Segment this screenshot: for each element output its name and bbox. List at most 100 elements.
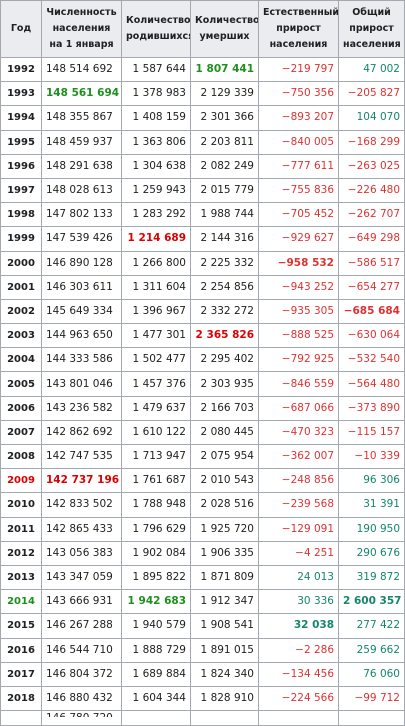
- cell-total: −262 707: [338, 202, 405, 228]
- cell-total: 319 872: [338, 564, 405, 591]
- cell-year: 2016: [0, 637, 42, 663]
- cell-natural: −687 066: [258, 395, 339, 421]
- cell-deaths: [190, 710, 259, 726]
- cell-births: 1 283 292: [121, 202, 191, 228]
- cell-population: 147 539 426: [41, 226, 122, 252]
- cell-births: 1 311 604: [121, 274, 191, 300]
- cell-births: 1 214 689: [121, 226, 191, 252]
- table-row: 2007 142 862 692 1 610 122 2 080 445 −470 32…: [0, 419, 405, 446]
- cell-population: 142 737 196: [41, 468, 122, 494]
- table-row: 2010 142 833 502 1 788 948 2 028 516 −239 56…: [0, 492, 405, 518]
- cell-births: 1 363 806: [121, 129, 191, 155]
- cell-births: 1 788 948: [121, 492, 191, 518]
- cell-year: [0, 710, 42, 726]
- table-row: 1998 147 802 133 1 283 292 1 988 744 −705 45…: [0, 202, 405, 228]
- cell-year: 2012: [0, 540, 42, 566]
- cell-natural: −134 456: [258, 661, 339, 687]
- table-row: 2017 146 804 372 1 689 884 1 824 340 −134 45…: [0, 661, 405, 687]
- cell-natural: 30 336: [258, 589, 339, 615]
- cell-total: −373 890: [338, 395, 405, 421]
- cell-year: 1996: [0, 153, 42, 179]
- table-row: 2001 146 303 611 1 311 604 2 254 856 −943 25…: [0, 274, 405, 300]
- cell-year: 2011: [0, 516, 42, 542]
- cell-natural: −777 611: [258, 153, 339, 179]
- cell-total: 290 676: [338, 540, 405, 566]
- cell-births: 1 895 822: [121, 564, 191, 591]
- cell-births: 1 259 943: [121, 177, 191, 204]
- header-row: Год Численность населения на 1 января Ко…: [0, 0, 405, 58]
- col-header-natural-growth[interactable]: Естественный прирост населения: [258, 0, 339, 58]
- cell-births: 1 610 122: [121, 419, 191, 446]
- cell-natural: −750 356: [258, 81, 339, 107]
- table-row: 2018 146 880 432 1 604 344 1 828 910 −224 56…: [0, 685, 405, 712]
- col-header-deaths[interactable]: Количество умерших: [190, 0, 259, 58]
- cell-year: 2003: [0, 323, 42, 349]
- table-body: 1992 148 514 692 1 587 644 1 807 441 −219 79…: [0, 56, 405, 726]
- cell-natural: −840 005: [258, 129, 339, 155]
- cell-year: 1994: [0, 105, 42, 131]
- cell-population: 146 804 372: [41, 661, 122, 687]
- cell-natural: −219 797: [258, 56, 339, 83]
- cell-population: 143 666 931: [41, 589, 122, 615]
- cell-year: 1997: [0, 177, 42, 204]
- cell-total: 96 306: [338, 468, 405, 494]
- cell-deaths: 1 908 541: [190, 613, 259, 639]
- cell-year: 2008: [0, 443, 42, 470]
- cell-deaths: 1 912 347: [190, 589, 259, 615]
- col-header-total-growth[interactable]: Общий прирост населения: [338, 0, 405, 58]
- table-row: 2011 142 865 433 1 796 629 1 925 720 −129 09…: [0, 516, 405, 542]
- cell-total: [338, 710, 405, 726]
- cell-year: 1995: [0, 129, 42, 155]
- cell-year: 2001: [0, 274, 42, 300]
- cell-natural: −248 856: [258, 468, 339, 494]
- cell-population: 143 801 046: [41, 371, 122, 397]
- cell-natural: −888 525: [258, 323, 339, 349]
- table-row: 2016 146 544 710 1 888 729 1 891 015 −2 286 2…: [0, 637, 405, 663]
- table-row: 2009 142 737 196 1 761 687 2 010 543 −248 85…: [0, 468, 405, 494]
- cell-year: 2000: [0, 250, 42, 276]
- table-row: 2014 143 666 931 1 942 683 1 912 347 30 336 2…: [0, 589, 405, 615]
- cell-total: 31 391: [338, 492, 405, 518]
- cell-total: −649 298: [338, 226, 405, 252]
- cell-natural: −129 091: [258, 516, 339, 542]
- cell-population: 144 963 650: [41, 323, 122, 349]
- cell-births: 1 304 638: [121, 153, 191, 179]
- cell-year: 2014: [0, 589, 42, 615]
- cell-deaths: 2 225 332: [190, 250, 259, 276]
- cell-natural: −224 566: [258, 685, 339, 712]
- cell-deaths: 2 010 543: [190, 468, 259, 494]
- cell-natural: −4 251: [258, 540, 339, 566]
- cell-year: 2009: [0, 468, 42, 494]
- table-row: 2015 146 267 288 1 940 579 1 908 541 32 038 2…: [0, 613, 405, 639]
- cell-total: −226 480: [338, 177, 405, 204]
- col-header-births[interactable]: Количество родившихся: [121, 0, 191, 58]
- cell-population: 146 544 710: [41, 637, 122, 663]
- cell-births: 1 713 947: [121, 443, 191, 470]
- cell-deaths: 2 295 402: [190, 347, 259, 373]
- cell-deaths: 1 988 744: [190, 202, 259, 228]
- cell-year: 1993: [0, 81, 42, 107]
- cell-population: 146 890 128: [41, 250, 122, 276]
- col-header-population[interactable]: Численность населения на 1 января: [41, 0, 122, 58]
- cell-year: 2004: [0, 347, 42, 373]
- cell-population: 143 347 059: [41, 564, 122, 591]
- cell-deaths: 2 144 316: [190, 226, 259, 252]
- table-row: 1992 148 514 692 1 587 644 1 807 441 −219 79…: [0, 56, 405, 83]
- cell-deaths: 1 807 441: [190, 56, 259, 83]
- cell-natural: −943 252: [258, 274, 339, 300]
- cell-births: 1 604 344: [121, 685, 191, 712]
- cell-natural: −755 836: [258, 177, 339, 204]
- cell-population: 143 236 582: [41, 395, 122, 421]
- cell-deaths: 2 332 272: [190, 298, 259, 325]
- table-row: 2003 144 963 650 1 477 301 2 365 826 −888 52…: [0, 323, 405, 349]
- cell-total: −10 339: [338, 443, 405, 470]
- cell-deaths: 2 365 826: [190, 323, 259, 349]
- cell-deaths: 2 254 856: [190, 274, 259, 300]
- cell-natural: [258, 710, 339, 726]
- cell-natural: 24 013: [258, 564, 339, 591]
- cell-total: 47 002: [338, 56, 405, 83]
- cell-year: 2007: [0, 419, 42, 446]
- col-header-year[interactable]: Год: [0, 0, 42, 58]
- cell-population: 148 561 694: [41, 81, 122, 107]
